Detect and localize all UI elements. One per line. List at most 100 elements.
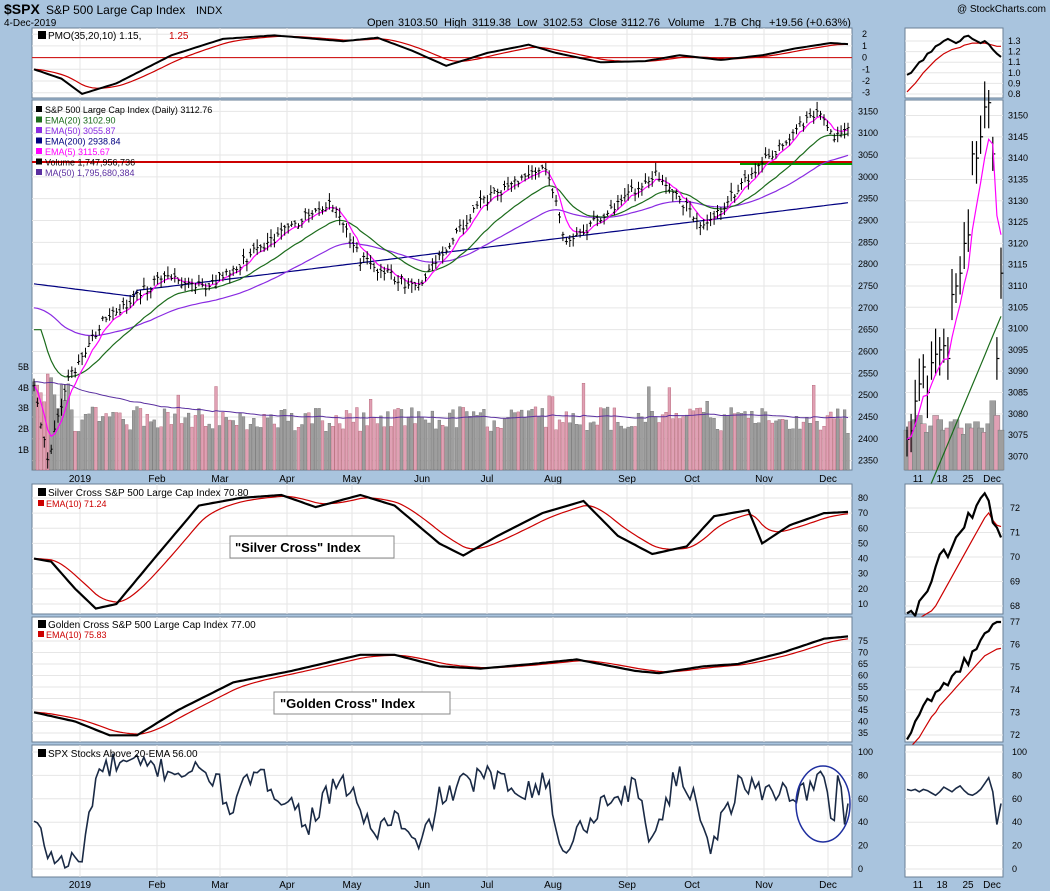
x-axis-label: Apr [279,474,295,485]
y-tick-label: 3080 [1008,409,1028,419]
volume-bar [458,406,462,471]
low-value: 3102.53 [543,17,583,29]
volume-bar [259,427,263,471]
volume-bar [533,406,538,471]
volume-bar [190,426,194,471]
volume-bar [568,422,572,471]
volume-bar [39,392,43,471]
y-tick-label: 70 [858,648,868,658]
volume-bar [736,412,740,471]
volume-value: 1.7B [714,17,737,29]
zoom-x-label: Dec [983,880,1001,891]
y-tick-label: 2700 [858,303,878,313]
silver-zoom-ema-line [906,511,1002,627]
volume-bar [705,401,709,471]
volume-bar [269,414,273,471]
volume-bar [678,418,682,471]
volume-bar [344,410,349,471]
chg-label: Chg [741,17,761,29]
volume-bar [423,419,428,471]
x-axis-label: Apr [279,880,295,891]
y-tick-label: 71 [1010,528,1020,538]
volume-bar [647,386,651,471]
silver-ema-swatch [38,500,44,506]
y-tick-label: 40 [858,554,868,564]
volume-bar [760,408,764,471]
volume-bar [410,407,414,471]
y-tick-label: 2750 [858,281,878,291]
above20-legend: SPX Stocks Above 20-EMA 56.00 [48,749,198,760]
y-tick-label: 45 [858,705,868,715]
volume-bar [825,415,829,471]
golden-ema-line [33,638,849,735]
y-tick-label: 4B [18,383,29,393]
y-tick-label: -3 [862,88,870,98]
volume-bar [468,416,472,471]
volume-bar [413,423,417,471]
volume-bar [602,408,606,471]
y-tick-label: 69 [1010,577,1020,587]
y-tick-label: 70 [858,508,868,518]
volume-bar [334,415,338,471]
golden-zoom-line [906,620,1001,741]
volume-bar [537,416,541,471]
volume-bar [808,423,812,471]
y-tick-label: 100 [1012,747,1027,757]
volume-bar [375,423,380,471]
silver-zoom-area [904,483,1004,615]
volume-bar [606,406,610,471]
volume-bar [252,418,256,471]
y-tick-label: 30 [858,569,868,579]
volume-bar [812,385,816,471]
volume-bar [616,422,620,471]
y-tick-label: 3000 [858,172,878,182]
volume-bar [781,419,785,471]
volume-bar [619,425,623,471]
price-bars [32,101,850,469]
y-tick-label: 2500 [858,390,878,400]
silver-plot-area [31,483,853,615]
volume-bar [588,422,592,471]
golden-ema-legend: EMA(10) 75.83 [46,630,107,640]
high-label: High [444,17,467,29]
volume-bar [56,408,60,471]
y-tick-label: 0 [1012,864,1017,874]
volume-bar [293,430,297,471]
exchange: INDX [196,5,223,17]
open-value: 3103.50 [398,17,438,29]
pmo-zoom-line [906,34,1002,76]
x-axis-label: Sep [618,474,636,485]
y-tick-label: 2550 [858,368,878,378]
volume-bar [317,408,321,471]
volume-bar [461,407,465,471]
legend-swatch [36,137,42,144]
x-axis-label: Nov [755,880,773,891]
y-tick-label: 2800 [858,259,878,269]
above20-panel: 100 80 60 40 20 0 100 80 60 40 20 0 SPX Stocks Abo… [31,744,1027,891]
volume-bar [592,421,596,471]
volume-bar [643,421,647,471]
volume-bar [784,419,788,471]
volume-bar [303,413,307,471]
volume-bar [355,407,359,471]
volume-bar [788,428,792,471]
legend-swatch [36,158,42,165]
volume-bar [698,407,702,471]
volume-bar [155,427,160,471]
volume-bar [90,406,94,471]
x-axis-label: Mar [211,880,229,891]
volume-bar [609,429,613,471]
price-panel: 3150 3100 3050 3000 2950 2900 2850 2800 2750 2700… [18,81,1028,542]
x-axis-label: 2019 [69,474,92,485]
volume-label: Volume [668,17,705,29]
volume-bar [454,427,459,471]
low-label: Low [517,17,537,29]
y-tick-label: 3110 [1008,281,1027,291]
watermark: @ StockCharts.com [957,4,1046,15]
volume-bar [657,422,661,471]
y-tick-label: 1.2 [1008,47,1021,57]
symbol: $SPX [4,1,40,17]
above20-zoom-ticks: 100 80 60 40 20 0 [1012,747,1027,874]
